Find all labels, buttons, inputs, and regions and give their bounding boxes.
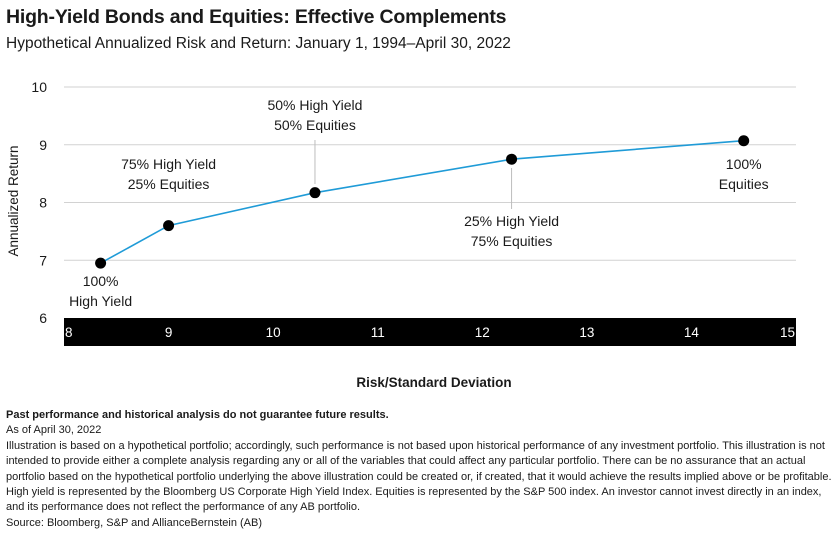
x-tick-15: 15 — [780, 325, 795, 340]
y-tick-8: 8 — [39, 195, 47, 211]
point-label-3-line-0: 25% High Yield — [464, 213, 559, 229]
point-label-1-line-0: 75% High Yield — [121, 156, 216, 172]
x-axis-band — [64, 318, 796, 346]
x-tick-14: 14 — [684, 325, 700, 340]
x-tick-11: 11 — [371, 325, 385, 340]
chart-subtitle: Hypothetical Annualized Risk and Return:… — [6, 35, 511, 52]
disclaimer-text: Past performance and historical analysis… — [6, 409, 389, 421]
data-markers — [95, 135, 750, 269]
data-point-0 — [95, 257, 107, 269]
y-axis-label: Annualized Return — [6, 145, 21, 256]
data-point-4 — [738, 135, 750, 147]
y-tick-7: 7 — [39, 252, 47, 268]
point-label-0-line-1: High Yield — [69, 293, 132, 309]
source-note: Source: Bloomberg, S&P and AllianceBerns… — [6, 516, 262, 529]
point-label-4-line-1: Equities — [719, 176, 769, 192]
data-point-2 — [309, 187, 321, 199]
illustration-note: Illustration is based on a hypothetical … — [6, 439, 832, 514]
chart-title: High-Yield Bonds and Equities: Effective… — [6, 6, 507, 28]
y-tick-10: 10 — [31, 79, 47, 95]
x-tick-12: 12 — [475, 325, 490, 340]
risk-return-chart: 6 7 8 9 10 8 9 10 11 12 13 14 15 100% High Yield 75% … — [6, 79, 796, 390]
y-tick-9: 9 — [39, 137, 47, 153]
point-label-2-line-1: 50% Equities — [274, 117, 356, 133]
data-point-1 — [163, 220, 175, 232]
x-tick-9: 9 — [165, 325, 173, 340]
point-labels: 100% High Yield 75% High Yield 25% Equities… — [69, 97, 769, 309]
point-label-1-line-1: 25% Equities — [128, 176, 210, 192]
x-tick-13: 13 — [579, 325, 594, 340]
x-tick-8: 8 — [65, 325, 73, 340]
x-tick-10: 10 — [266, 325, 281, 340]
point-label-3-line-1: 75% Equities — [471, 233, 553, 249]
footnotes: Past performance and historical analysis… — [6, 408, 836, 531]
as-of-date: As of April 30, 2022 — [6, 424, 102, 437]
gridlines — [64, 86, 796, 261]
point-label-4-line-0: 100% — [726, 156, 762, 172]
point-label-2-line-0: 50% High Yield — [267, 97, 362, 113]
point-label-0-line-0: 100% — [83, 273, 119, 289]
y-tick-6: 6 — [39, 310, 47, 326]
x-axis-label: Risk/Standard Deviation — [356, 375, 511, 390]
label-leader-lines — [314, 140, 513, 209]
y-tick-labels: 6 7 8 9 10 — [31, 79, 47, 326]
data-point-3 — [506, 153, 518, 165]
x-tick-labels: 8 9 10 11 12 13 14 15 — [65, 325, 795, 340]
